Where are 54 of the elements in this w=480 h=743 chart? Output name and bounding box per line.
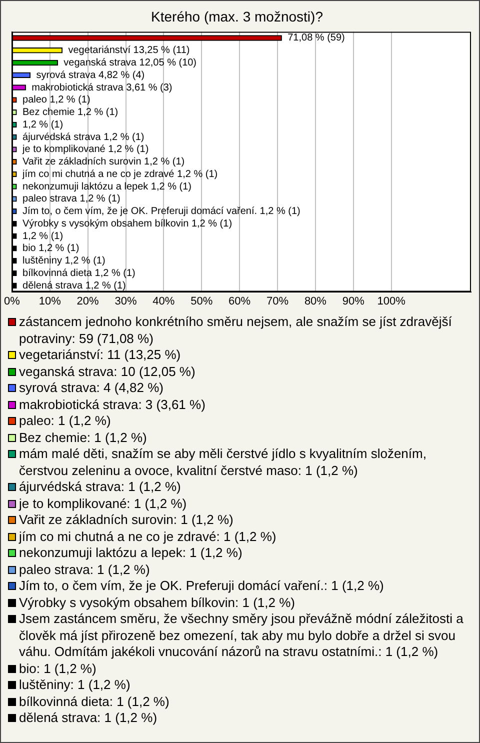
data-label: dělená strava 1,2 % (1) xyxy=(22,280,126,292)
x-tick-label: 40% xyxy=(152,295,175,308)
data-label: syrová strava 4,82 % (4) xyxy=(36,70,145,81)
data-label: bio 1,2 % (1) xyxy=(22,243,80,254)
legend-label: luštěniny: 1 (1,2 %) xyxy=(18,677,132,694)
data-label: bílkovinná dieta 1,2 % (1) xyxy=(22,268,136,279)
legend-label: Výrobky s vysokým obsahem bílkovin: 1 (1,2 %) xyxy=(18,594,296,611)
legend-label: zástancem jednoho konkrétního směru nejsem, ale snažím se jíst zdravější potraviny: 59 (71,08 %) xyxy=(18,314,453,347)
legend-label: paleo: 1 (1,2 %) xyxy=(18,413,112,430)
data-label: nekonzumuji laktózu a lepek 1,2 % (1) xyxy=(22,181,192,192)
legend-label: makrobiotická strava: 3 (3,61 %) xyxy=(18,396,206,413)
legend-label: Vařit ze základních surovin: 1 (1,2 %) xyxy=(18,512,234,528)
data-label: jím co mi chutná a ne co je zdravé 1,2 % (1) xyxy=(22,168,218,180)
legend-label: bio: 1 (1,2 %) xyxy=(18,660,98,677)
data-label: veganská strava 12,05 % (10) xyxy=(64,58,197,68)
data-label: Vařit ze základních surovin 1,2 % (1) xyxy=(22,156,185,168)
legend-label: syrová strava: 4 (4,82 %) xyxy=(18,380,164,396)
data-label: ájurvédská strava 1,2 % (1) xyxy=(22,132,144,143)
chart-title: Kterého (max. 3 možnosti)? xyxy=(151,8,324,24)
legend-label: dělená strava: 1 (1,2 %) xyxy=(18,710,158,726)
x-tick-label: 80% xyxy=(304,295,327,308)
data-label: je to komplikované 1,2 % (1) xyxy=(22,144,149,156)
legend-label: Bez chemie: 1 (1,2 %) xyxy=(18,430,148,446)
data-label: vegetariánství 13,25 % (11) xyxy=(68,45,190,56)
x-tick-label: 100% xyxy=(377,295,406,308)
legend-label: veganská strava: 10 (12,05 %) xyxy=(18,364,196,380)
data-label: 1,2 % (1) xyxy=(22,119,64,130)
data-label: makrobiotická strava 3,61 % (3) xyxy=(32,82,172,94)
legend-label: je to komplikované: 1 (1,2 %) xyxy=(18,496,188,512)
x-tick-label: 60% xyxy=(228,295,251,308)
data-label: Bez chemie 1,2 % (1) xyxy=(22,107,118,118)
x-tick-label: 10% xyxy=(38,295,62,308)
legend-label: vegetariánství: 11 (13,25 %) xyxy=(18,347,182,364)
legend-label: mám malé děti, snažím se aby měli čerstvé jídlo s kvyalitním složením, čerstvou zeleninu a ovoce, kvalitní čerstvé maso: 1 (1,2 %) xyxy=(18,446,428,479)
legend-label: jím co mi chutná a ne co je zdravé: 1 (1,2 %) xyxy=(18,528,278,545)
data-label: Jím to, o čem vím, že je OK. Preferuji domácí vaření. 1,2 % (1) xyxy=(22,206,300,218)
data-label: Výrobky s vysokým obsahem bílkovin 1,2 % (1) xyxy=(22,218,232,230)
data-label: paleo 1,2 % (1) xyxy=(22,94,90,106)
legend-label: Jím to, o čem vím, že je OK. Preferuji domácí vaření.: 1 (1,2 %) xyxy=(18,578,385,594)
data-label: paleo strava 1,2 % (1) xyxy=(22,194,120,205)
data-label: 71,08 % (59) xyxy=(288,32,345,44)
x-tick-label: 20% xyxy=(76,295,100,308)
legend-label: Jsem zastáncem směru, že všechny směry jsou převážně módní záležitosti a člověk má jíst přirozeně bez omezení, tak aby mu bylo dobře a držel si svou váhu. Odmítám jakékoli vnucování názorů na stravu ostatními.: 1 (1,2 %) xyxy=(18,611,464,660)
legend-label: bílkovinná dieta: 1 (1,2 %) xyxy=(18,694,170,710)
legend-label: ájurvédská strava: 1 (1,2 %) xyxy=(18,479,182,496)
x-tick-label: 30% xyxy=(114,295,137,308)
x-tick-label: 50% xyxy=(190,295,213,308)
x-tick-label: 0% xyxy=(4,295,20,308)
x-tick-label: 90% xyxy=(342,295,365,308)
x-tick-label: 70% xyxy=(266,295,289,308)
data-label: 1,2 % (1) xyxy=(22,230,64,242)
legend-label: nekonzumuji laktózu a lepek: 1 (1,2 %) xyxy=(18,545,244,562)
data-label: luštěniny 1,2 % (1) xyxy=(22,256,106,267)
legend-label: paleo strava: 1 (1,2 %) xyxy=(18,562,151,578)
